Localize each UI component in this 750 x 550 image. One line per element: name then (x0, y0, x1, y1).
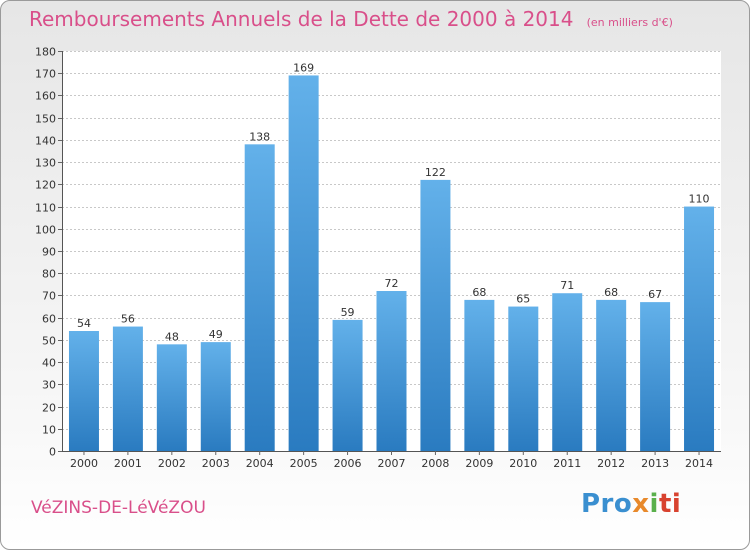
bar (332, 319, 363, 451)
data-label: 54 (77, 317, 91, 330)
y-tick-label: 80 (42, 268, 56, 281)
data-label: 49 (209, 328, 223, 341)
y-tick-label: 160 (35, 90, 56, 103)
y-tick-label: 60 (42, 313, 56, 326)
bar (508, 306, 539, 451)
data-label: 110 (689, 193, 710, 206)
data-label: 138 (249, 130, 270, 143)
data-label: 72 (385, 277, 399, 290)
bar (376, 291, 407, 451)
data-label: 71 (560, 279, 574, 292)
x-tick-label: 2012 (597, 457, 625, 470)
chart-title-main: Remboursements Annuels de la Dette de 20… (29, 7, 574, 31)
y-tick-label: 30 (42, 379, 56, 392)
data-label: 68 (604, 286, 618, 299)
y-tick-label: 70 (42, 290, 56, 303)
x-tick-label: 2004 (246, 457, 274, 470)
y-tick-label: 100 (35, 224, 56, 237)
bar (640, 302, 671, 451)
bar (200, 342, 231, 451)
y-tick-label: 170 (35, 68, 56, 81)
y-tick-label: 150 (35, 113, 56, 126)
data-label: 65 (516, 293, 530, 306)
x-tick-label: 2010 (509, 457, 537, 470)
chart-title-unit: (en milliers d'€) (586, 16, 673, 29)
y-tick-label: 20 (42, 402, 56, 415)
city-name: VéZINS-DE-LéVéZOU (31, 498, 206, 518)
proxiti-logo: Proxiti (581, 489, 682, 519)
y-tick-label: 120 (35, 179, 56, 192)
y-tick-label: 110 (35, 202, 56, 215)
data-label: 59 (341, 306, 355, 319)
bar (420, 179, 451, 451)
x-tick-label: 2006 (334, 457, 362, 470)
data-label: 169 (293, 61, 314, 74)
y-tick-label: 180 (35, 46, 56, 59)
bar (288, 75, 319, 451)
x-tick-label: 2008 (421, 457, 449, 470)
data-label: 56 (121, 313, 135, 326)
x-tick-label: 2014 (685, 457, 713, 470)
y-tick-label: 130 (35, 157, 56, 170)
data-label: 68 (472, 286, 486, 299)
bar (156, 344, 187, 451)
x-tick-label: 2007 (378, 457, 406, 470)
bar (684, 206, 715, 451)
y-tick-label: 140 (35, 135, 56, 148)
y-tick-label: 40 (42, 357, 56, 370)
bar (596, 299, 627, 451)
y-tick-label: 10 (42, 424, 56, 437)
x-tick-label: 2009 (465, 457, 493, 470)
x-tick-label: 2000 (70, 457, 98, 470)
y-tick-label: 90 (42, 246, 56, 259)
bar (112, 326, 143, 451)
x-tick-label: 2011 (553, 457, 581, 470)
y-tick-label: 0 (49, 446, 56, 459)
bar (244, 144, 275, 452)
x-tick-label: 2005 (290, 457, 318, 470)
y-tick-label: 50 (42, 335, 56, 348)
bar (464, 299, 495, 451)
x-tick-label: 2013 (641, 457, 669, 470)
chart-title: Remboursements Annuels de la Dette de 20… (29, 7, 673, 31)
x-tick-label: 2002 (158, 457, 186, 470)
x-tick-label: 2003 (202, 457, 230, 470)
data-label: 48 (165, 330, 179, 343)
bar (68, 331, 99, 451)
x-tick-label: 2001 (114, 457, 142, 470)
data-label: 122 (425, 166, 446, 179)
data-label: 67 (648, 288, 662, 301)
bar (552, 293, 583, 451)
